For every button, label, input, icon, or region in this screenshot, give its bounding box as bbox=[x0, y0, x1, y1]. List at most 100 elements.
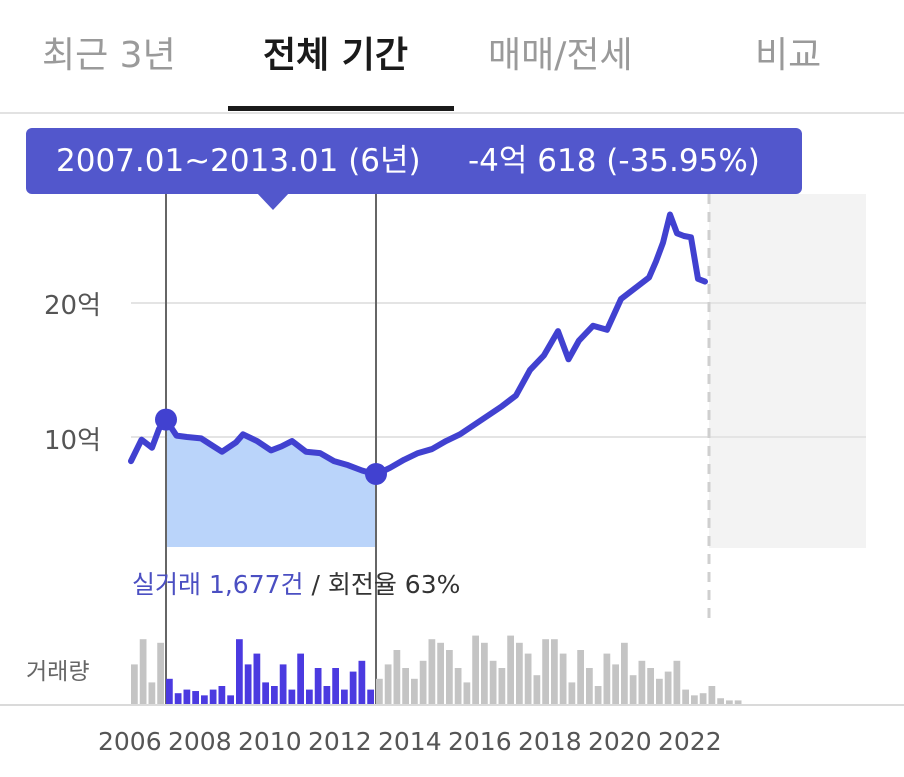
selection-start-point bbox=[155, 408, 177, 431]
volume-bar bbox=[384, 664, 392, 704]
volume-bar bbox=[376, 678, 383, 704]
x-tick-label-2008: 2008 bbox=[168, 727, 232, 756]
volume-bar bbox=[271, 686, 278, 704]
volume-bar bbox=[489, 660, 497, 704]
y-tick-label-10: 10억 bbox=[44, 426, 102, 456]
x-tick-label-2006: 2006 bbox=[98, 727, 162, 756]
volume-bar bbox=[148, 682, 156, 704]
range-tooltip: 2007.01~2013.01 (6년) -4억 618 (-35.95%) bbox=[26, 128, 802, 194]
volume-bar bbox=[306, 689, 313, 704]
volume-bar bbox=[349, 671, 357, 704]
volume-bar bbox=[682, 689, 689, 704]
volume-bar bbox=[524, 653, 532, 704]
future-period-shade bbox=[709, 194, 866, 548]
volume-bar bbox=[577, 650, 584, 704]
volume-bar bbox=[236, 639, 243, 704]
volume-bar bbox=[699, 693, 707, 704]
volume-bar bbox=[218, 686, 226, 704]
volume-bar bbox=[288, 689, 296, 704]
volume-bar bbox=[174, 693, 182, 704]
volume-bar bbox=[454, 668, 462, 704]
volume-bar bbox=[244, 664, 252, 704]
volume-bar bbox=[367, 689, 374, 704]
volume-label: 거래량 bbox=[26, 659, 90, 685]
volume-bar bbox=[402, 668, 409, 704]
volume-bar bbox=[708, 686, 716, 704]
volume-bar bbox=[664, 671, 672, 704]
volume-bar bbox=[594, 686, 602, 704]
volume-bar bbox=[411, 678, 418, 704]
volume-bar bbox=[341, 689, 348, 704]
volume-bar bbox=[647, 668, 654, 704]
turnover-rate: / 회전율 63% bbox=[303, 570, 461, 599]
price-line bbox=[128, 211, 708, 478]
volume-bar bbox=[253, 653, 261, 704]
volume-bar bbox=[533, 675, 541, 704]
volume-bar bbox=[498, 668, 506, 704]
tooltip-range: 2007.01~2013.01 (6년) bbox=[56, 143, 421, 179]
volume-bar bbox=[183, 689, 191, 704]
volume-bar bbox=[192, 691, 199, 704]
volume-bar bbox=[691, 695, 698, 704]
volume-bar bbox=[227, 695, 234, 704]
volume-bar bbox=[131, 664, 138, 704]
tooltip-change: -4억 618 (-35.95%) bbox=[468, 143, 760, 179]
volume-bar bbox=[507, 635, 514, 704]
volume-bar bbox=[463, 682, 471, 704]
x-tick-label-2018: 2018 bbox=[518, 727, 582, 756]
volume-bar bbox=[481, 642, 488, 704]
volume-bar bbox=[323, 686, 331, 704]
volume-bar bbox=[201, 695, 208, 704]
volume-bar bbox=[734, 700, 742, 704]
volume-bar bbox=[139, 639, 147, 704]
volume-bar bbox=[621, 642, 628, 704]
volume-bar bbox=[166, 678, 173, 704]
volume-bar bbox=[332, 668, 339, 704]
tooltip-pointer bbox=[256, 192, 290, 210]
x-tick-label-2022: 2022 bbox=[658, 727, 722, 756]
volume-bar bbox=[551, 639, 558, 704]
volume-bar bbox=[157, 642, 164, 704]
volume-bar bbox=[638, 660, 646, 704]
volume-bar bbox=[586, 668, 593, 704]
y-tick-label-20: 20억 bbox=[44, 291, 102, 321]
volume-bar bbox=[472, 635, 479, 704]
volume-bar bbox=[726, 700, 733, 704]
volume-bar bbox=[559, 653, 567, 704]
volume-bar bbox=[297, 653, 304, 704]
x-tick-label-2014: 2014 bbox=[378, 727, 442, 756]
x-tick-label-2010: 2010 bbox=[238, 727, 302, 756]
volume-bar bbox=[612, 664, 619, 704]
volume-bar bbox=[279, 664, 287, 704]
x-tick-label-2012: 2012 bbox=[308, 727, 372, 756]
volume-bar bbox=[209, 689, 217, 704]
period-tab-bar: 최근 3년 전체 기간 매매/전세 비교 bbox=[0, 0, 904, 114]
volume-bar bbox=[428, 639, 436, 704]
volume-bar bbox=[516, 642, 523, 704]
volume-bar bbox=[419, 660, 427, 704]
volume-bar bbox=[673, 660, 681, 704]
trade-summary: 실거래 1,677건 / 회전율 63% bbox=[132, 565, 460, 601]
volume-bar bbox=[262, 682, 269, 704]
volume-bar bbox=[358, 660, 366, 704]
tab-all-period[interactable]: 전체 기간 bbox=[263, 35, 409, 76]
volume-bar bbox=[314, 668, 322, 704]
volume-bar bbox=[656, 678, 663, 704]
volume-bar bbox=[717, 698, 724, 704]
volume-bar bbox=[393, 650, 401, 704]
x-tick-label-2016: 2016 bbox=[448, 727, 512, 756]
tab-sale-lease[interactable]: 매매/전세 bbox=[488, 35, 633, 76]
active-tab-indicator bbox=[228, 106, 454, 111]
trade-count: 실거래 1,677건 bbox=[132, 570, 304, 599]
volume-bar bbox=[542, 639, 549, 704]
x-tick-label-2020: 2020 bbox=[588, 727, 652, 756]
volume-bar bbox=[437, 642, 444, 704]
selection-end-point bbox=[365, 462, 387, 485]
tab-recent-3-years[interactable]: 최근 3년 bbox=[42, 35, 176, 76]
volume-bar bbox=[446, 650, 453, 704]
volume-bar bbox=[629, 675, 637, 704]
volume-bar bbox=[568, 682, 576, 704]
volume-bar bbox=[603, 653, 611, 704]
tab-compare[interactable]: 비교 bbox=[755, 35, 822, 76]
